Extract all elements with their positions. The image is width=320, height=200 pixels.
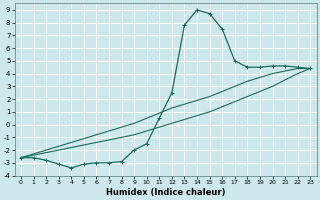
X-axis label: Humidex (Indice chaleur): Humidex (Indice chaleur) — [106, 188, 225, 197]
